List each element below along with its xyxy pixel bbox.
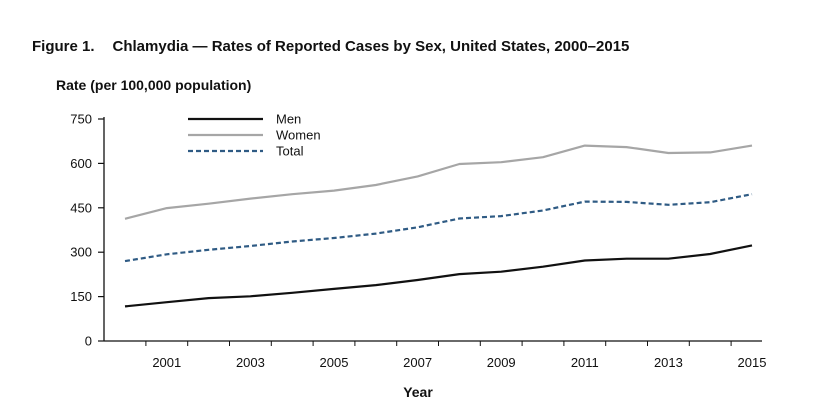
figure-number: Figure 1. [32, 38, 95, 55]
figure-title-text: Chlamydia — Rates of Reported Cases by S… [112, 38, 630, 55]
x-tick-label: 2007 [403, 355, 432, 370]
series-line-men [124, 244, 753, 308]
figure-title: Figure 1. Chlamydia — Rates of Reported C… [32, 38, 629, 55]
y-tick-label: 750 [70, 112, 92, 127]
x-tick-label: 2001 [152, 355, 181, 370]
x-axis-label: Year [403, 384, 433, 400]
y-axis-label: Rate (per 100,000 population) [56, 77, 252, 93]
x-tick-label: 2003 [236, 355, 265, 370]
legend-label-women: Women [276, 128, 321, 143]
y-tick-label: 300 [70, 245, 92, 260]
x-tick-label: 2015 [738, 355, 767, 370]
y-tick-label: 0 [85, 334, 92, 349]
x-tick-label: 2009 [487, 355, 516, 370]
y-tick-label: 600 [70, 156, 92, 171]
legend-label-total: Total [276, 144, 304, 159]
y-tick-label: 150 [70, 289, 92, 304]
x-tick-label: 2013 [654, 355, 683, 370]
legend-label-men: Men [276, 112, 301, 127]
x-tick-label: 2005 [320, 355, 349, 370]
series-line-women [124, 144, 753, 220]
series-line-total [124, 193, 753, 263]
y-tick-label: 450 [70, 200, 92, 215]
x-tick-label: 2011 [571, 355, 599, 370]
